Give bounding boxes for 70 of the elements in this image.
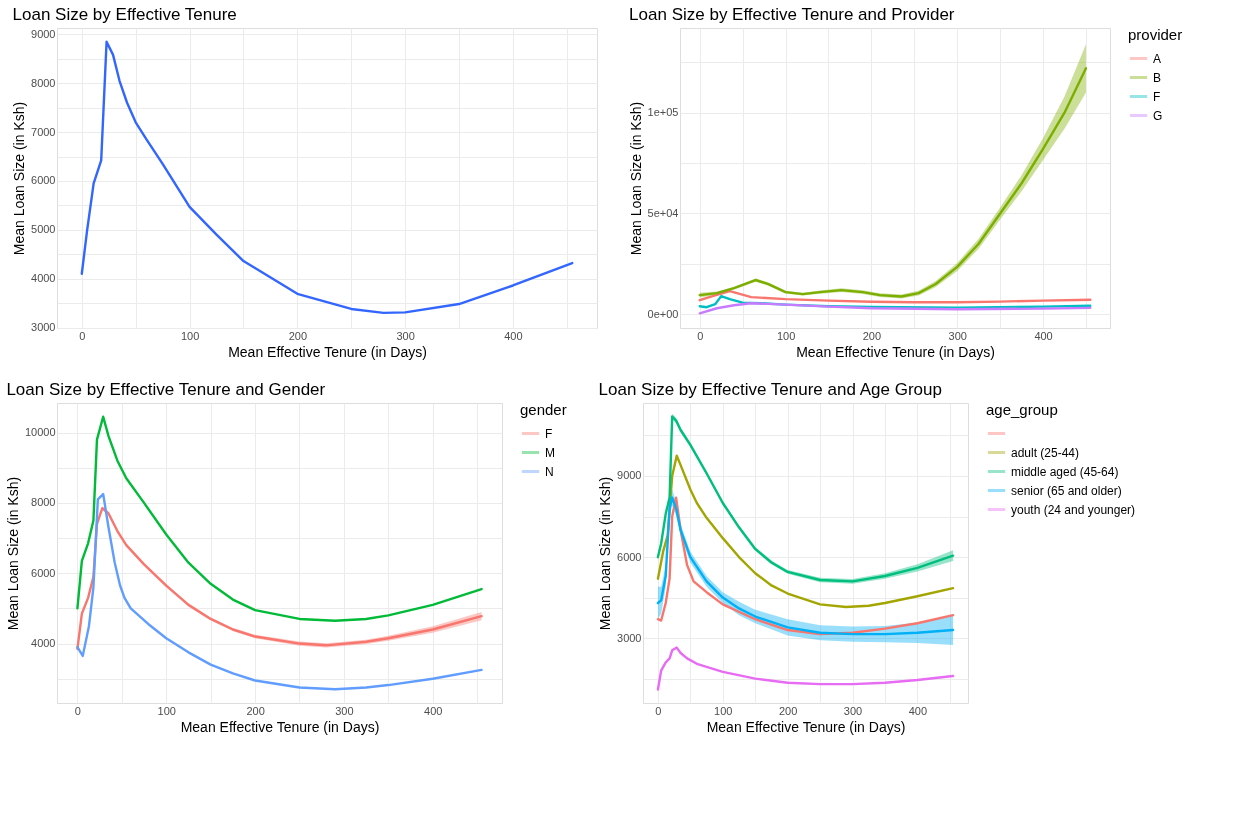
x-tick-label: 200 <box>778 704 798 717</box>
y-tick-label: 6000 <box>31 174 56 187</box>
x-axis-title: Mean Effective Tenure (in Days) <box>706 718 906 735</box>
legend-title: gender <box>520 401 567 418</box>
y-tick-label: 6000 <box>617 550 642 563</box>
legend-label: senior (65 and older) <box>1011 483 1122 498</box>
y-tick-label: 5000 <box>31 223 56 236</box>
y-tick-label: 4000 <box>31 272 56 285</box>
y-axis-title: Mean Loan Size (in Ksh) <box>11 101 28 256</box>
x-tick-label: 400 <box>908 704 928 717</box>
x-tick-label: 100 <box>714 704 733 717</box>
legend-label: F <box>1153 89 1161 104</box>
line-series <box>656 454 955 609</box>
y-tick-label: 6000 <box>31 566 56 579</box>
line-series <box>698 302 1092 315</box>
y-tick-label: 10000 <box>24 426 56 439</box>
y-tick-label: 1e+05 <box>647 106 679 119</box>
x-tick-label: 100 <box>157 704 176 717</box>
y-axis-title: Mean Loan Size (in Ksh) <box>597 476 614 631</box>
legend-label: middle aged (45-64) <box>1011 464 1119 479</box>
legend-label: F <box>545 426 553 441</box>
x-tick-label: 400 <box>504 329 523 342</box>
x-tick-label: 0 <box>79 329 86 342</box>
chart-title: Loan Size by Effective Tenure <box>12 5 237 24</box>
y-tick-label: 8000 <box>31 76 56 89</box>
x-tick-label: 400 <box>424 704 443 717</box>
x-tick-label: 300 <box>335 704 354 717</box>
line-series <box>76 415 483 622</box>
x-tick-label: 300 <box>396 329 415 342</box>
legend-label: N <box>545 464 554 479</box>
y-tick-label: 9000 <box>617 469 642 482</box>
x-tick-label: 0 <box>655 704 662 717</box>
line-series <box>656 646 955 691</box>
x-tick-label: 100 <box>776 329 796 342</box>
x-tick-label: 200 <box>246 704 265 717</box>
legend-label: A <box>1153 51 1162 66</box>
y-tick-label: 7000 <box>31 125 56 138</box>
legend-label: adult (25-44) <box>1011 445 1080 460</box>
y-axis-title: Mean Loan Size (in Ksh) <box>4 476 21 631</box>
x-axis-title: Mean Effective Tenure (in Days) <box>228 343 427 360</box>
y-tick-label: 3000 <box>31 321 56 334</box>
y-axis-title: Mean Loan Size (in Ksh) <box>627 101 644 256</box>
legend-label: B <box>1153 70 1162 85</box>
x-tick-label: 0 <box>697 329 704 342</box>
chart-title: Loan Size by Effective Tenure and Provider <box>629 5 955 24</box>
x-tick-label: 200 <box>288 329 308 342</box>
y-tick-label: 5e+04 <box>647 206 679 219</box>
x-tick-label: 300 <box>948 329 967 342</box>
legend-label: M <box>545 445 555 460</box>
y-tick-label: 8000 <box>31 496 56 509</box>
x-axis-title: Mean Effective Tenure (in Days) <box>180 718 380 735</box>
x-tick-label: 200 <box>862 329 882 342</box>
legend-label: youth (24 and younger) <box>1011 502 1136 517</box>
chart-title: Loan Size by Effective Tenure and Age Group <box>598 380 942 399</box>
y-tick-label: 9000 <box>31 27 56 40</box>
y-tick-label: 0e+00 <box>647 307 679 320</box>
line-series <box>80 40 574 315</box>
x-tick-label: 100 <box>180 329 200 342</box>
x-axis-title: Mean Effective Tenure (in Days) <box>796 343 995 360</box>
x-tick-label: 300 <box>843 704 863 717</box>
legend-title: provider <box>1128 26 1183 43</box>
legend-label: G <box>1153 108 1163 123</box>
y-tick-label: 3000 <box>617 631 642 644</box>
line-series <box>76 492 483 691</box>
legend-title: age_group <box>986 401 1058 418</box>
x-tick-label: 400 <box>1034 329 1053 342</box>
chart-title: Loan Size by Effective Tenure and Gender <box>6 380 326 399</box>
y-tick-label: 4000 <box>31 637 56 650</box>
line-series <box>698 289 1092 304</box>
x-tick-label: 0 <box>74 704 81 717</box>
